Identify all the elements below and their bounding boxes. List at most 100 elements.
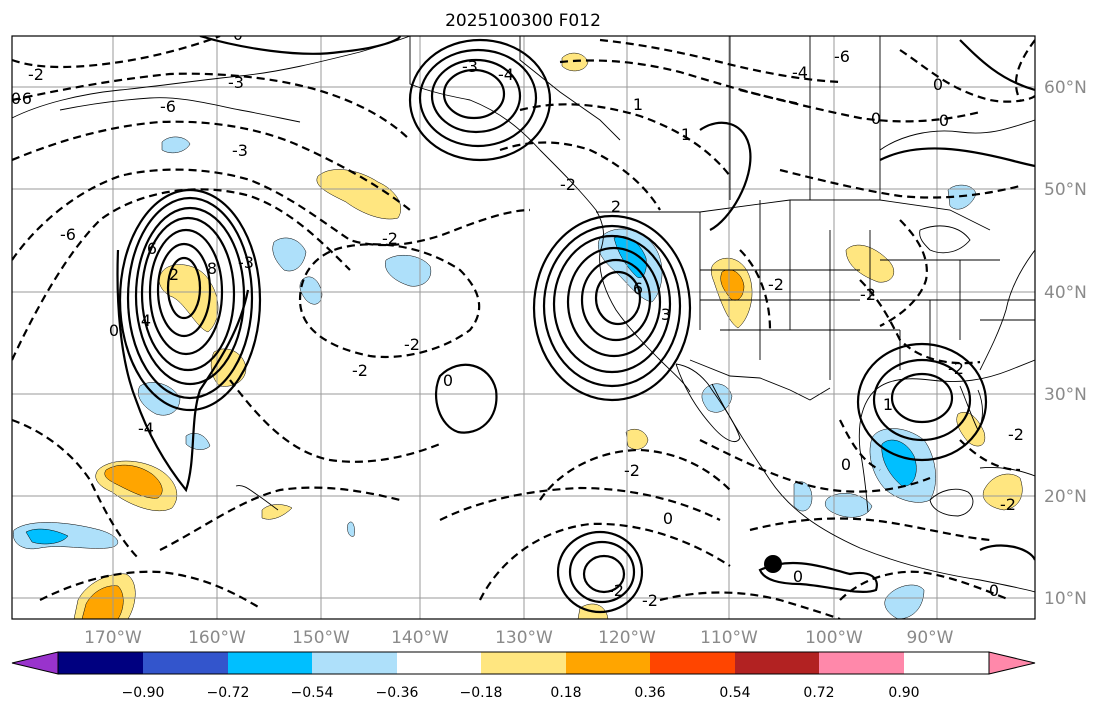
contour-label: -2 — [608, 581, 624, 600]
lon-label: 170°W — [84, 628, 142, 648]
shade-positive — [316, 169, 402, 220]
contour-label: 1 — [681, 125, 691, 144]
contour-label: -2 — [1000, 495, 1016, 514]
contour-label: -2 — [560, 175, 576, 194]
colorbar-tick: −0.54 — [291, 685, 334, 701]
contour-pos — [140, 216, 236, 372]
contour-pos — [408, 38, 552, 162]
shade-negative — [347, 521, 355, 537]
contour-label: 0 — [933, 75, 943, 94]
lon-label: 160°W — [188, 628, 246, 648]
lon-label: 120°W — [598, 628, 656, 648]
contour-neg — [779, 168, 1021, 199]
contour-pos — [442, 68, 506, 120]
contour-label: 8 — [207, 259, 217, 278]
contour-label: -2 — [768, 275, 784, 294]
contour-pos — [134, 206, 246, 386]
shade-negative — [272, 237, 307, 272]
contour-neg — [879, 219, 928, 327]
shade-positive-strong — [104, 464, 163, 499]
contour-pos — [430, 58, 522, 134]
contour-label: 0 — [793, 567, 803, 586]
contour-label: -4 — [792, 63, 808, 82]
shade-positive — [561, 52, 589, 72]
contour-neg — [839, 419, 881, 471]
colorbar-segment — [735, 652, 819, 674]
contour-label: 2 — [611, 197, 621, 216]
contour-pos — [890, 372, 954, 424]
contour-label: 0 — [871, 109, 881, 128]
contour-neg — [559, 59, 801, 106]
colorbar-tick: −0.18 — [460, 685, 503, 701]
contour-label: -2 — [28, 65, 44, 84]
lon-label: 150°W — [292, 628, 350, 648]
shade-negative — [884, 584, 925, 619]
contour-neg — [519, 103, 731, 177]
contour-neg — [12, 120, 411, 211]
contour-label: -2 — [642, 591, 658, 610]
lon-label: 130°W — [495, 628, 553, 648]
contour-pos — [582, 554, 626, 594]
contour-zero — [435, 363, 498, 434]
border-us-canada — [596, 199, 991, 231]
contour-pos — [699, 121, 752, 231]
contour-pos — [542, 224, 682, 388]
lat-label: 10°N — [1044, 589, 1087, 609]
contour-pos — [556, 530, 644, 614]
coast-mexico-west — [711, 383, 1035, 593]
contour-neg — [899, 49, 1035, 103]
contour-neg — [499, 141, 661, 211]
contours — [12, 36, 1035, 619]
contour-pos — [199, 36, 402, 55]
contour-label: -2 — [352, 361, 368, 380]
contour-label: 4 — [141, 311, 151, 330]
contour-neg — [12, 72, 411, 141]
shade-negative — [825, 493, 873, 518]
contour-pos — [148, 228, 224, 356]
graticule — [12, 36, 1035, 619]
colorbar-segment — [58, 652, 143, 674]
contour-pos — [979, 544, 1035, 561]
colorbar-tick: −0.90 — [122, 685, 165, 701]
contour-neg — [39, 570, 261, 609]
contour-neg — [1015, 39, 1035, 101]
figure-title: 2025100300 F012 — [445, 11, 601, 31]
lon-label: 140°W — [391, 628, 449, 648]
contour-label: 0 — [663, 509, 673, 528]
contour-neg — [12, 188, 351, 361]
colorbar-segment — [228, 652, 312, 674]
contour-label: 0 — [989, 581, 999, 600]
contour-pos — [418, 48, 538, 148]
coast-atlantic — [979, 249, 1035, 371]
colorbar-segments — [12, 652, 1035, 674]
contour-neg — [12, 168, 531, 261]
contour-neg — [859, 279, 981, 365]
coast-hawaii — [235, 485, 279, 511]
contour-pos — [566, 246, 662, 358]
contour-label: -4 — [138, 419, 154, 438]
colorbar-segment — [819, 652, 904, 674]
contour-neg — [298, 243, 481, 359]
shade-positive — [982, 473, 1023, 511]
contour-neg — [739, 88, 981, 123]
coast-hudson — [879, 119, 1035, 151]
contour-label: 6 — [147, 239, 157, 258]
colorbar-extend-low — [12, 652, 58, 674]
contour-label: -2 — [624, 461, 640, 480]
lon-label: 110°W — [700, 628, 758, 648]
colorbar-tick: 0.72 — [803, 685, 834, 701]
contour-label: -4 — [498, 65, 514, 84]
border-us-mexico — [689, 359, 831, 401]
lon-label: 100°W — [805, 628, 863, 648]
contour-label: 0 — [939, 111, 949, 130]
coast-yucatan — [929, 488, 974, 517]
contour-neg — [229, 379, 441, 463]
contour-label: 0 — [109, 321, 119, 340]
contour-label: 0 — [841, 455, 851, 474]
coastlines — [12, 36, 1035, 593]
state-boundaries — [699, 200, 1035, 380]
contour-neg — [699, 439, 931, 493]
contour-label: -6 — [160, 97, 176, 116]
shade-positive — [159, 264, 219, 333]
